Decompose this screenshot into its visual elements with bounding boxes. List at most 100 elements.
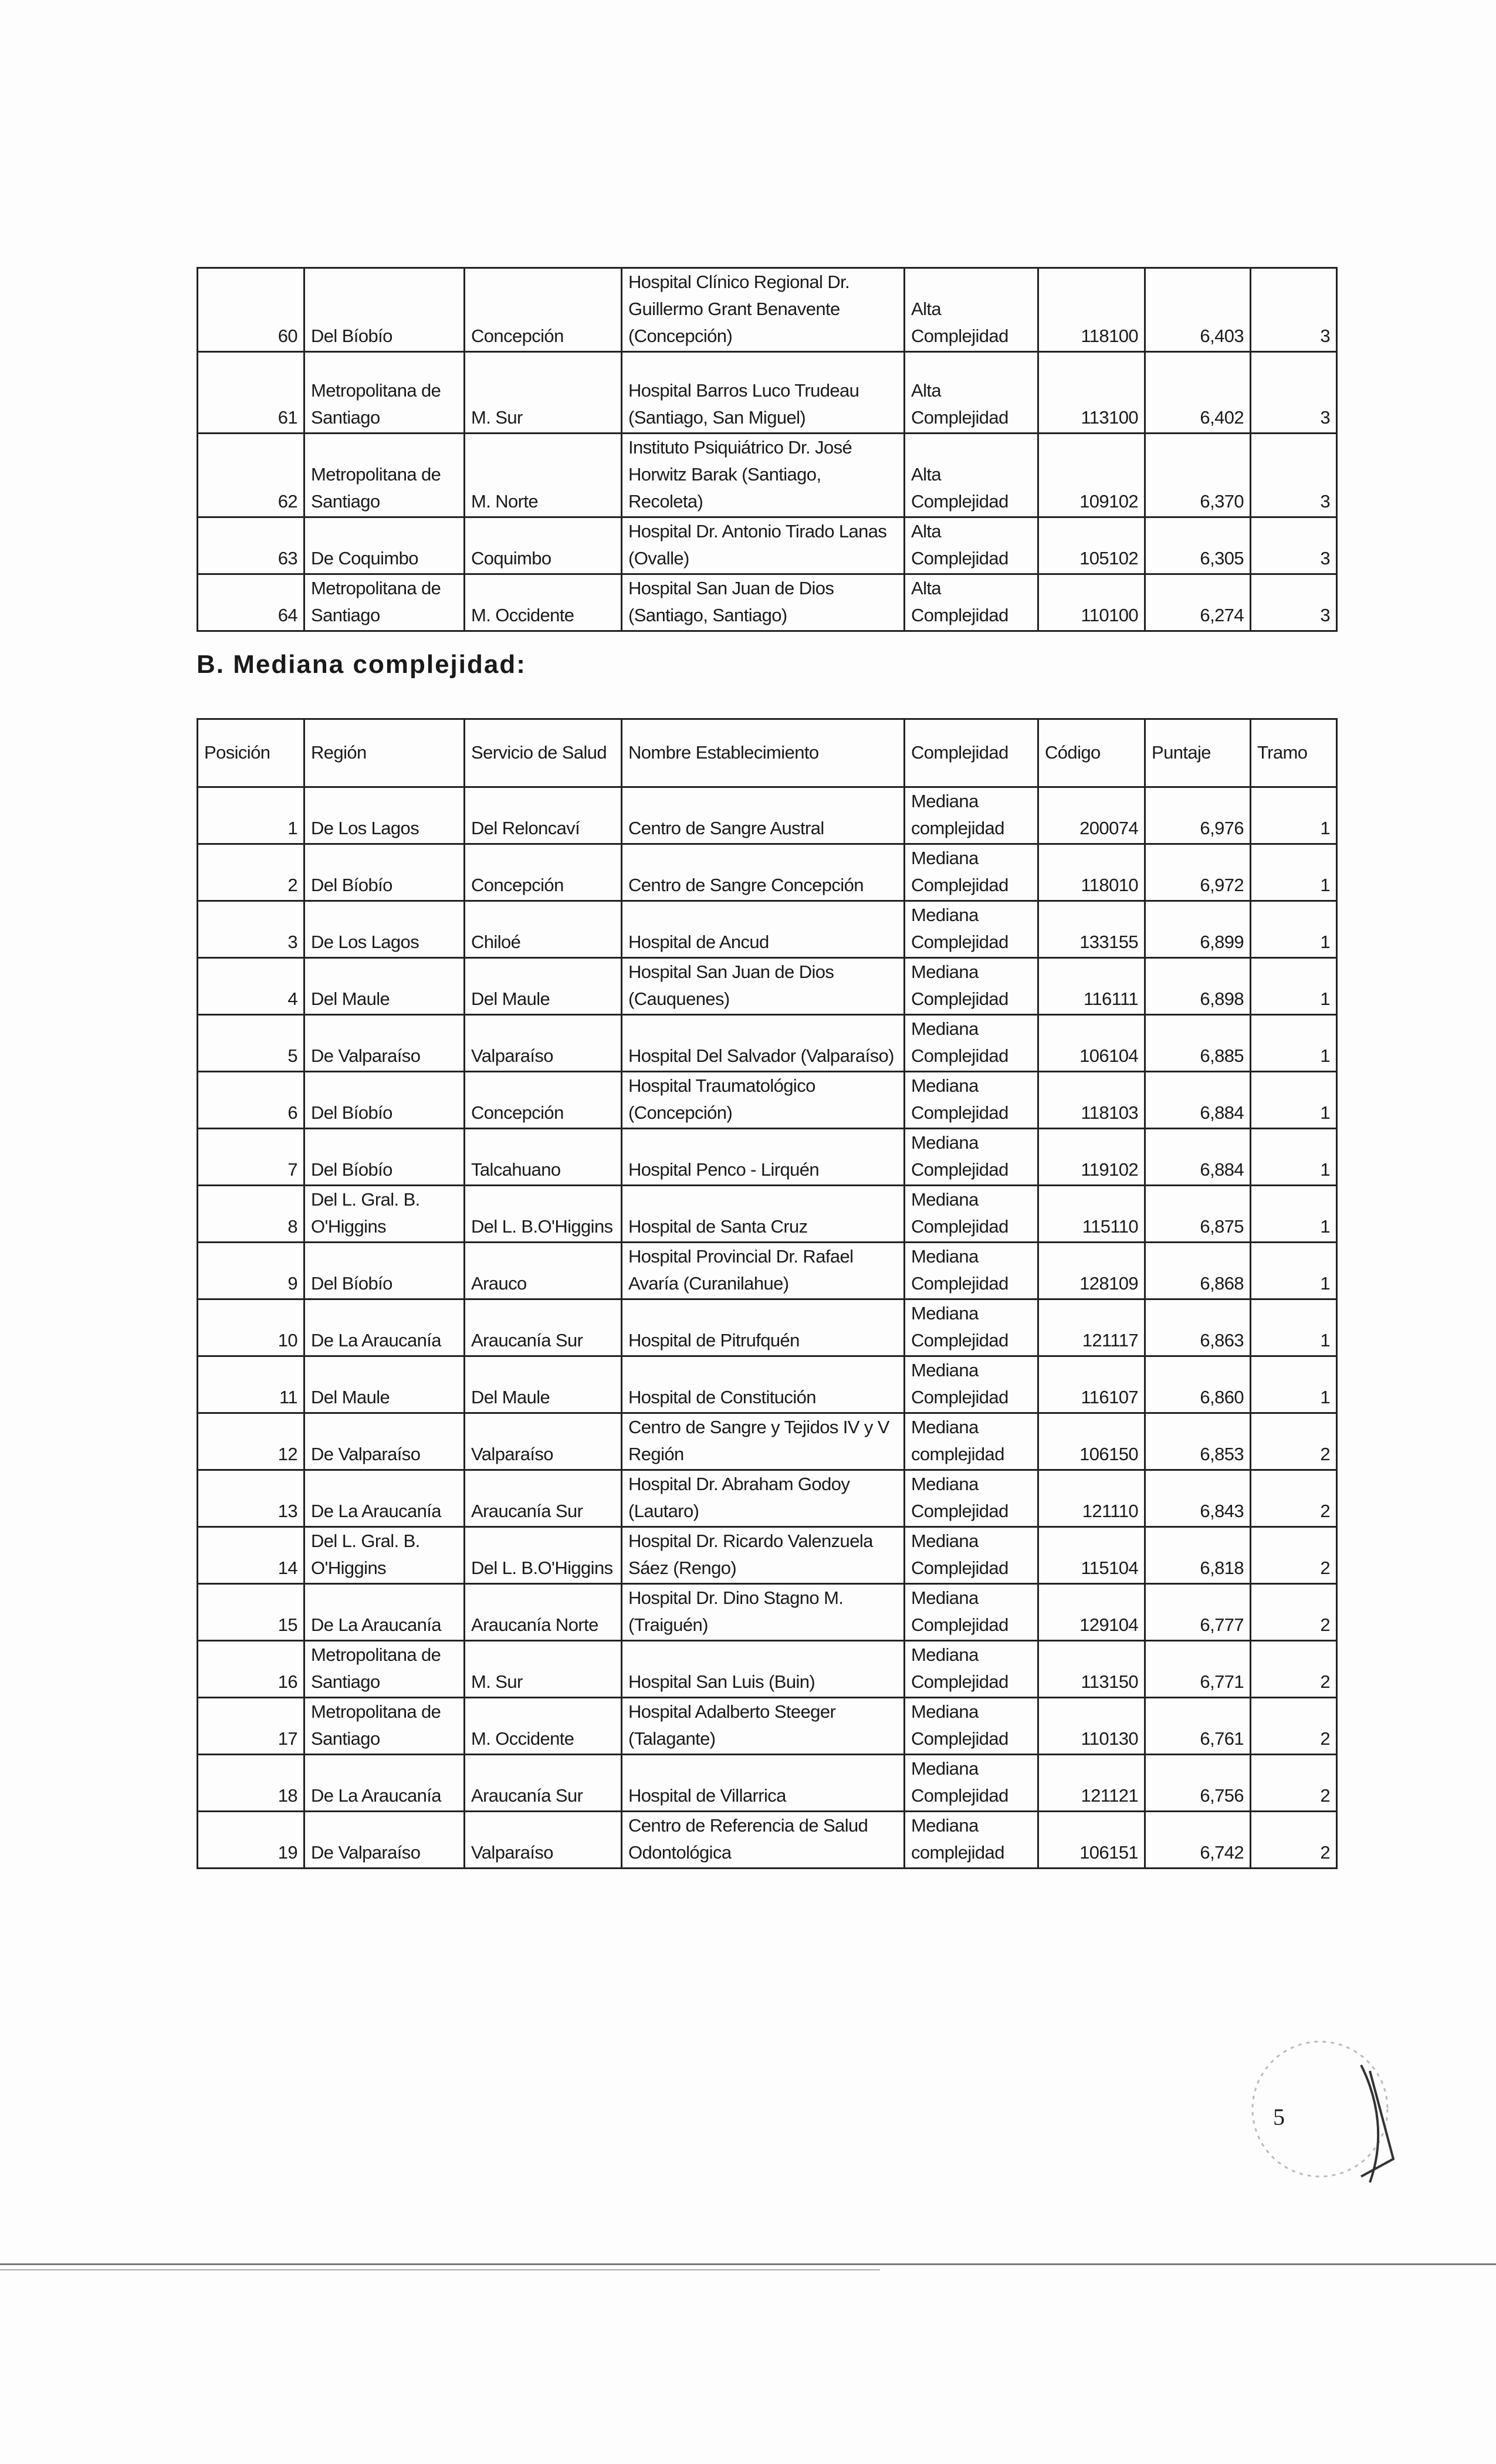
table-row: 7 Del Bíobío Talcahuano Hospital Penco - Li… bbox=[197, 1128, 1338, 1186]
table-row: 64 Metropolitana de Santiago M. Occidente H… bbox=[197, 573, 1338, 632]
cell-tier: 2 bbox=[1250, 1469, 1338, 1528]
cell-tier: 1 bbox=[1250, 786, 1338, 845]
cell-position: 63 bbox=[197, 516, 305, 575]
cell-establishment-name: Hospital Provincial Dr. Rafael Avaría (C… bbox=[621, 1241, 905, 1300]
cell-health-service: Araucanía Sur bbox=[463, 1754, 622, 1812]
cell-score: 6,274 bbox=[1144, 573, 1251, 632]
cell-position: 9 bbox=[197, 1241, 305, 1300]
cell-complexity: Mediana Complejidad bbox=[903, 1241, 1039, 1300]
cell-establishment-name: Hospital Dr. Antonio Tirado Lanas (Ovall… bbox=[621, 516, 905, 575]
cell-region: Del L. Gral. B. O'Higgins bbox=[303, 1184, 465, 1243]
cell-region: De Los Lagos bbox=[303, 900, 465, 959]
cell-score: 6,843 bbox=[1144, 1469, 1251, 1528]
table-row: 3 De Los Lagos Chiloé Hospital de Ancud Medi… bbox=[197, 900, 1338, 959]
cell-health-service: M. Sur bbox=[463, 1640, 622, 1698]
cell-health-service: Concepción bbox=[463, 267, 622, 353]
cell-code: 200074 bbox=[1037, 786, 1146, 845]
cell-position: 16 bbox=[197, 1640, 305, 1698]
cell-code: 128109 bbox=[1037, 1241, 1146, 1300]
cell-position: 8 bbox=[197, 1184, 305, 1243]
cell-region: De La Araucanía bbox=[303, 1469, 465, 1528]
cell-score: 6,305 bbox=[1144, 516, 1251, 575]
cell-establishment-name: Hospital de Villarrica bbox=[621, 1754, 905, 1812]
cell-tier: 1 bbox=[1250, 1184, 1338, 1243]
cell-score: 6,884 bbox=[1144, 1071, 1251, 1129]
header-complexity: Complejidad bbox=[903, 718, 1039, 788]
cell-position: 6 bbox=[197, 1071, 305, 1129]
table-row: 60 Del Bíobío Concepción Hospital Clínico R… bbox=[197, 267, 1338, 353]
table-row: 16 Metropolitana de Santiago M. Sur Hospita… bbox=[197, 1640, 1338, 1698]
cell-health-service: Del L. B.O'Higgins bbox=[463, 1184, 622, 1243]
header-score: Puntaje bbox=[1144, 718, 1251, 788]
table-row: 17 Metropolitana de Santiago M. Occidente H… bbox=[197, 1697, 1338, 1755]
cell-establishment-name: Centro de Sangre Concepción bbox=[621, 843, 905, 902]
cell-complexity: Alta Complejidad bbox=[903, 351, 1039, 434]
cell-health-service: Talcahuano bbox=[463, 1128, 622, 1186]
cell-region: De La Araucanía bbox=[303, 1583, 465, 1641]
cell-region: Metropolitana de Santiago bbox=[303, 1640, 465, 1698]
cell-complexity: Mediana Complejidad bbox=[903, 900, 1039, 959]
table-row: 63 De Coquimbo Coquimbo Hospital Dr. Antoni… bbox=[197, 516, 1338, 575]
header-health-service: Servicio de Salud bbox=[463, 718, 622, 788]
cell-establishment-name: Hospital Traumatológico (Concepción) bbox=[621, 1071, 905, 1129]
cell-region: Metropolitana de Santiago bbox=[303, 351, 465, 434]
cell-code: 113100 bbox=[1037, 351, 1146, 434]
cell-health-service: Del L. B.O'Higgins bbox=[463, 1526, 622, 1585]
cell-region: De Valparaíso bbox=[303, 1810, 465, 1869]
cell-tier: 1 bbox=[1250, 1355, 1338, 1414]
cell-health-service: Valparaíso bbox=[463, 1014, 622, 1072]
cell-code: 121121 bbox=[1037, 1754, 1146, 1812]
cell-code: 106151 bbox=[1037, 1810, 1146, 1869]
cell-establishment-name: Hospital Dr. Ricardo Valenzuela Sáez (Re… bbox=[621, 1526, 905, 1585]
cell-score: 6,771 bbox=[1144, 1640, 1251, 1698]
cell-score: 6,972 bbox=[1144, 843, 1251, 902]
cell-complexity: Mediana Complejidad bbox=[903, 843, 1039, 902]
cell-code: 118103 bbox=[1037, 1071, 1146, 1129]
cell-establishment-name: Hospital de Constitución bbox=[621, 1355, 905, 1414]
cell-position: 4 bbox=[197, 957, 305, 1016]
cell-complexity: Mediana Complejidad bbox=[903, 1298, 1039, 1357]
cell-complexity: Mediana Complejidad bbox=[903, 1469, 1039, 1528]
cell-region: Del Maule bbox=[303, 957, 465, 1016]
alta-complejidad-table-continued: 60 Del Bíobío Concepción Hospital Clínico R… bbox=[197, 267, 1338, 632]
cell-score: 6,742 bbox=[1144, 1810, 1251, 1869]
cell-region: Del L. Gral. B. O'Higgins bbox=[303, 1526, 465, 1585]
header-position: Posición bbox=[197, 718, 305, 788]
cell-score: 6,863 bbox=[1144, 1298, 1251, 1357]
cell-score: 6,756 bbox=[1144, 1754, 1251, 1812]
cell-tier: 1 bbox=[1250, 957, 1338, 1016]
cell-health-service: Araucanía Sur bbox=[463, 1469, 622, 1528]
cell-position: 61 bbox=[197, 351, 305, 434]
cell-code: 121110 bbox=[1037, 1469, 1146, 1528]
cell-code: 116111 bbox=[1037, 957, 1146, 1016]
footer-rule-secondary bbox=[0, 2269, 880, 2270]
cell-tier: 1 bbox=[1250, 1298, 1338, 1357]
cell-score: 6,885 bbox=[1144, 1014, 1251, 1072]
cell-score: 6,403 bbox=[1144, 267, 1251, 353]
cell-health-service: Del Maule bbox=[463, 957, 622, 1016]
table-row: 12 De Valparaíso Valparaíso Centro de Sangr… bbox=[197, 1412, 1338, 1471]
cell-region: Metropolitana de Santiago bbox=[303, 432, 465, 518]
cell-health-service: Valparaíso bbox=[463, 1412, 622, 1471]
cell-region: Del Maule bbox=[303, 1355, 465, 1414]
cell-health-service: Concepción bbox=[463, 843, 622, 902]
table-row: 9 Del Bíobío Arauco Hospital Provincial Dr.… bbox=[197, 1241, 1338, 1300]
cell-tier: 3 bbox=[1250, 351, 1338, 434]
cell-position: 17 bbox=[197, 1697, 305, 1755]
cell-region: Metropolitana de Santiago bbox=[303, 1697, 465, 1755]
header-tier: Tramo bbox=[1250, 718, 1338, 788]
cell-code: 110130 bbox=[1037, 1697, 1146, 1755]
table-row: 4 Del Maule Del Maule Hospital San Juan de … bbox=[197, 957, 1338, 1016]
cell-score: 6,868 bbox=[1144, 1241, 1251, 1300]
cell-health-service: M. Sur bbox=[463, 351, 622, 434]
cell-code: 133155 bbox=[1037, 900, 1146, 959]
cell-complexity: Mediana Complejidad bbox=[903, 1355, 1039, 1414]
cell-health-service: M. Norte bbox=[463, 432, 622, 518]
cell-region: Metropolitana de Santiago bbox=[303, 573, 465, 632]
cell-complexity: Alta Complejidad bbox=[903, 516, 1039, 575]
header-region: Región bbox=[303, 718, 465, 788]
cell-region: Del Bíobío bbox=[303, 1128, 465, 1186]
cell-complexity: Mediana complejidad bbox=[903, 1412, 1039, 1471]
table-row: 1 De Los Lagos Del Reloncaví Centro de Sang… bbox=[197, 786, 1338, 845]
mediana-complejidad-table: Posición Región Servicio de Salud Nombre Es… bbox=[197, 718, 1338, 1869]
